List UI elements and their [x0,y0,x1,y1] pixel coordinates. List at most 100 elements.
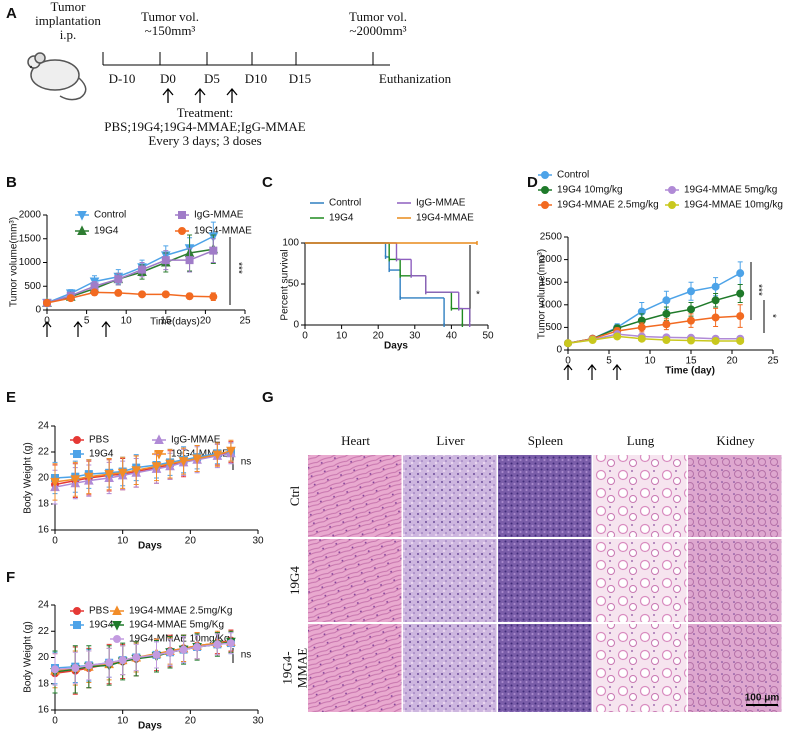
marker [668,201,676,209]
marker [687,316,695,325]
marker [662,309,671,318]
tissue-label: Spleen [528,433,564,448]
timeline-panel [27,52,390,103]
y-tick-label: 1500 [19,233,42,244]
legend-label: PBS [89,606,109,617]
marker [711,336,720,345]
y-tick-label: 24 [38,421,50,432]
implantation-text: implantation [35,13,101,28]
marker [70,475,81,485]
y-axis-label: Body Weight (g) [23,621,34,693]
marker [73,450,81,458]
legend-label: 19G4-MMAE [416,213,474,224]
x-tick-label: 0 [44,316,50,327]
marker [226,639,235,648]
histology-image [593,539,687,622]
legend-label: 19G4-MMAE 2.5mg/kg [557,200,659,211]
x-tick-label: 5 [606,356,612,367]
marker [131,466,142,476]
marker [662,336,671,345]
marker [541,201,549,209]
x-tick-label: 0 [565,356,571,367]
legend-label: Control [94,210,126,221]
x-axis-label: Days [384,341,408,352]
dose-arrow [587,364,597,380]
legend-label: Control [329,198,361,209]
day-label: D5 [204,71,220,86]
marker [112,605,122,615]
marker [185,292,194,301]
x-tick-label: 20 [200,316,212,327]
legend-label: IgG-MMAE [416,198,466,209]
marker [138,290,147,299]
marker [711,313,720,322]
row-label: 19G4- [279,651,294,684]
x-tick-label: 30 [252,716,264,727]
marker [178,227,186,235]
marker [71,664,80,672]
day-label: D15 [289,71,311,86]
marker [687,336,695,345]
y-tick-label: 16 [38,705,50,716]
y-tick-label: 2500 [540,232,563,243]
marker [117,468,128,479]
x-tick-label: 20 [185,716,197,727]
legend-label: IgG-MMAE [194,210,244,221]
y-tick-label: 1500 [540,277,563,288]
x-tick-label: 15 [685,356,697,367]
dose-arrow [73,321,83,337]
series-line [46,235,214,304]
histology-image [498,455,592,537]
marker [114,275,123,284]
marker [564,339,572,348]
marker [161,256,170,265]
end-volume-text: ~2000mm³ [349,23,406,38]
marker [112,621,122,631]
marker [138,265,147,274]
marker [132,653,141,662]
treatment-text: Every 3 days; 3 doses [148,133,261,148]
legend-label: 19G4 [94,226,119,237]
implantation-text: i.p. [60,27,77,42]
histology-image [688,455,782,537]
marker [209,246,218,255]
dose-arrow [612,364,622,380]
series-line [54,451,232,479]
marker [73,621,81,629]
marker [152,650,161,659]
y-tick-label: 50 [288,279,300,290]
x-axis-label: Time(days) [150,317,200,328]
legend-label: 19G4 [89,449,114,460]
marker [84,661,93,670]
marker [662,320,671,329]
marker [104,470,114,480]
legend-label: 19G4-MMAE 10mg/kg [684,200,783,211]
y-tick-label: 500 [24,281,41,292]
legend-label: 19G4-MMAE [194,226,252,237]
marker [541,186,549,194]
tissue-label: Liver [436,433,465,448]
marker [637,334,646,343]
significance-label: * [766,314,777,318]
marker [711,282,720,291]
tissue-label: Kidney [716,433,755,448]
x-tick-label: 25 [767,356,779,367]
histology-image [308,624,402,712]
day-label: D-10 [109,71,136,86]
histology-image [308,455,402,537]
histology-image [403,624,497,712]
y-tick-label: 18 [38,499,50,510]
x-tick-label: 40 [446,331,458,342]
series-line [567,315,741,344]
x-tick-label: 30 [409,331,421,342]
x-tick-label: 50 [482,331,494,342]
mouse-icon [27,52,87,101]
x-tick-label: 20 [373,331,385,342]
legend-label: IgG-MMAE [171,435,221,446]
marker [541,171,549,179]
y-tick-label: 500 [545,322,562,333]
x-tick-label: 15 [160,316,172,327]
panel-label: G [262,389,274,406]
